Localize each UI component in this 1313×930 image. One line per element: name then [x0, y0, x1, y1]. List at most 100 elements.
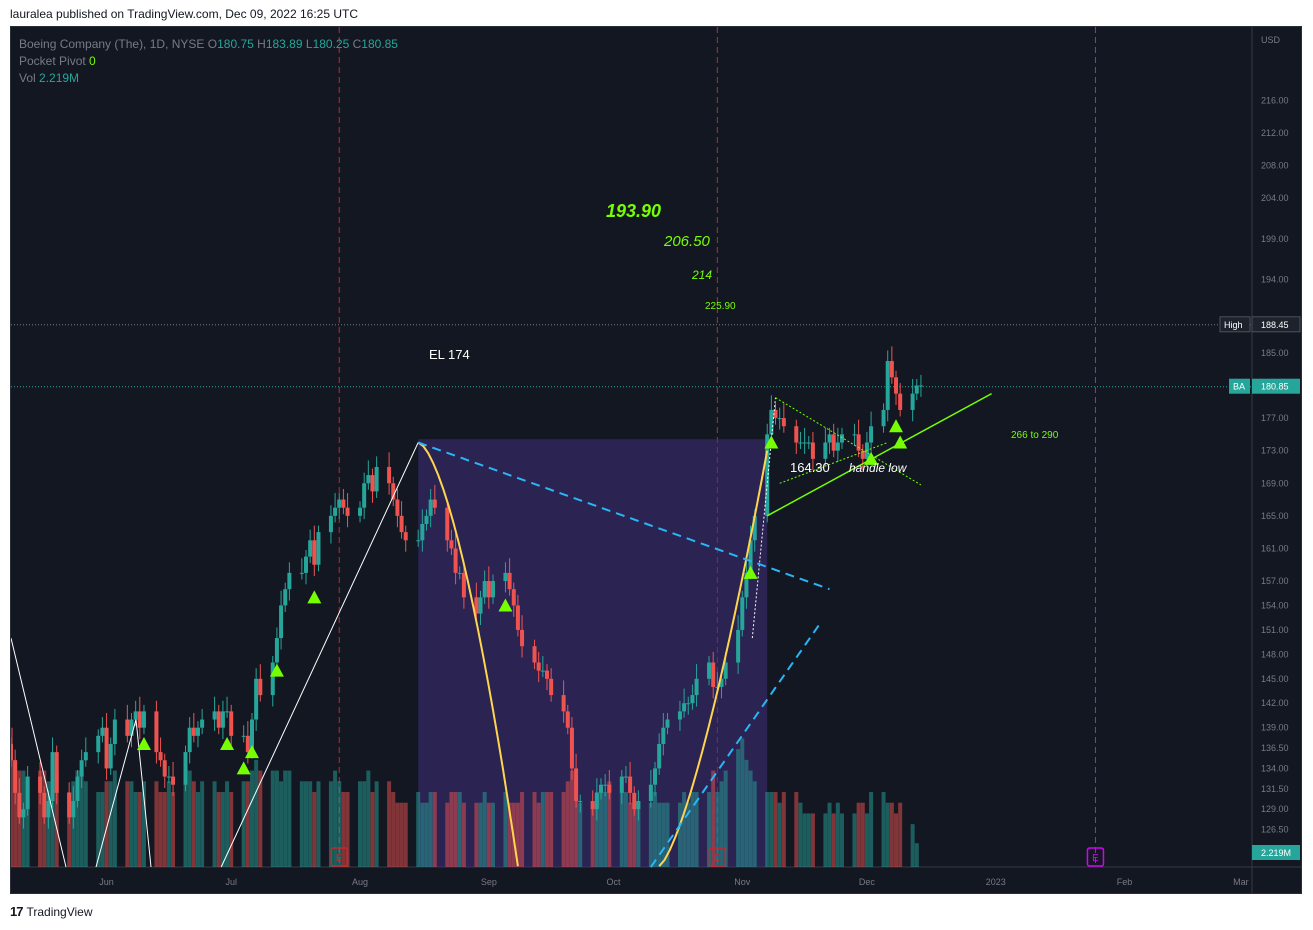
x-tick-label: Aug: [352, 877, 368, 887]
candle-body: [187, 727, 192, 753]
candle-body: [515, 605, 520, 630]
tradingview-footer[interactable]: 17 TradingView: [10, 904, 93, 919]
publish-line: lauralea published on TradingView.com, D…: [10, 7, 358, 21]
target-label-214: 214: [691, 268, 712, 282]
volume-bar: [96, 792, 101, 867]
volume-bar: [216, 792, 221, 867]
volume-bar: [337, 781, 342, 867]
candle-body: [894, 377, 899, 394]
candle-body: [200, 719, 205, 728]
pocket-pivot-triangle: [236, 761, 251, 775]
candle-body: [191, 727, 196, 736]
volume-bar: [549, 792, 554, 867]
candle-body: [133, 711, 138, 720]
candle-body: [769, 409, 774, 435]
volume-bar: [565, 781, 570, 867]
volume-bar: [249, 770, 254, 867]
volume-bar: [79, 770, 84, 867]
volume-bar: [723, 770, 728, 867]
volume-bar: [769, 792, 774, 867]
candle-body: [50, 752, 55, 802]
candle-body: [17, 792, 22, 818]
y-tick-label: 142.00: [1261, 698, 1289, 708]
candle-body: [544, 670, 549, 679]
candle-body: [578, 801, 583, 803]
legend-close: 180.85: [361, 37, 398, 51]
candle-body: [274, 638, 279, 663]
earnings-marker-oct: E: [708, 847, 727, 867]
candle-body: [773, 409, 778, 419]
volume-bar: [270, 770, 275, 867]
handle-low-label: handle low: [849, 461, 908, 475]
volume-bar: [387, 781, 392, 867]
last-value-box: [1252, 378, 1300, 394]
y-tick-label: 136.50: [1261, 743, 1289, 753]
candle-body: [478, 597, 483, 614]
volume-bar: [399, 802, 404, 867]
volume-bar: [798, 802, 803, 867]
volume-bar: [154, 781, 159, 867]
y-tick-label: 154.00: [1261, 600, 1289, 610]
candle-body: [802, 442, 807, 444]
earnings-marker-label: E: [714, 853, 721, 864]
candle-body: [387, 466, 392, 484]
tradingview-brand: TradingView: [26, 904, 93, 919]
volume-bar: [777, 802, 782, 867]
candle-body: [623, 776, 628, 778]
volume-bar: [632, 802, 637, 867]
pocket-pivot-triangle: [269, 663, 284, 677]
volume-bar: [287, 770, 292, 867]
volume-bar: [38, 770, 43, 867]
pocket-pivot-triangle: [220, 736, 235, 750]
candle-body: [569, 727, 574, 769]
earnings-marker-label: E: [1092, 853, 1099, 864]
x-tick-label: Dec: [859, 877, 876, 887]
handle-top-line: [775, 397, 922, 486]
candle-body: [166, 776, 171, 778]
high-value-box: [1251, 316, 1301, 333]
candle-body: [416, 540, 421, 542]
candle-body: [636, 801, 641, 810]
volume-bar: [308, 781, 313, 867]
candle-body: [304, 556, 309, 573]
candle-body: [574, 768, 579, 802]
volume-bar: [599, 792, 604, 867]
candle-series: [11, 346, 923, 829]
pocket-pivot-triangle: [764, 435, 779, 449]
volume-bar: [283, 770, 288, 867]
candle-body: [374, 466, 379, 492]
volume-bar: [225, 781, 230, 867]
volume-bar: [171, 792, 176, 867]
y-tick-label: 165.00: [1261, 511, 1289, 521]
candle-body: [810, 442, 815, 459]
time-axis: Jun Jul Aug Sep Oct Nov Dec 2023 Feb Mar: [99, 877, 1248, 887]
cup-left-curve: [417, 441, 519, 867]
volume-bar: [740, 738, 745, 867]
candle-body: [38, 776, 43, 793]
candle-body: [752, 515, 757, 541]
volume-bar: [794, 792, 799, 867]
volume-bar: [715, 792, 720, 867]
x-tick-label: Nov: [734, 877, 751, 887]
candle-body: [889, 361, 894, 378]
volume-bar: [457, 792, 462, 867]
volume-series: [11, 727, 919, 867]
candle-body: [445, 507, 450, 541]
volume-bar: [100, 792, 105, 867]
x-tick-label: Feb: [1117, 877, 1133, 887]
volume-bar: [773, 792, 778, 867]
volume-bar: [104, 781, 109, 867]
candle-body: [358, 507, 363, 516]
volume-bar: [860, 802, 865, 867]
tradingview-logo-icon: 17: [10, 904, 24, 919]
chart-pane[interactable]: 193.90 206.50 214 225.90 EL 174 164.30 handle …: [10, 26, 1302, 894]
volume-bar: [540, 792, 545, 867]
y-tick-label: 208.00: [1261, 161, 1289, 171]
volume-bar: [13, 759, 18, 867]
volume-bar: [328, 781, 333, 867]
candle-body: [474, 597, 479, 614]
volume-bar: [619, 792, 624, 867]
pocket-pivot-triangle: [889, 419, 904, 433]
candle-body: [918, 385, 923, 387]
